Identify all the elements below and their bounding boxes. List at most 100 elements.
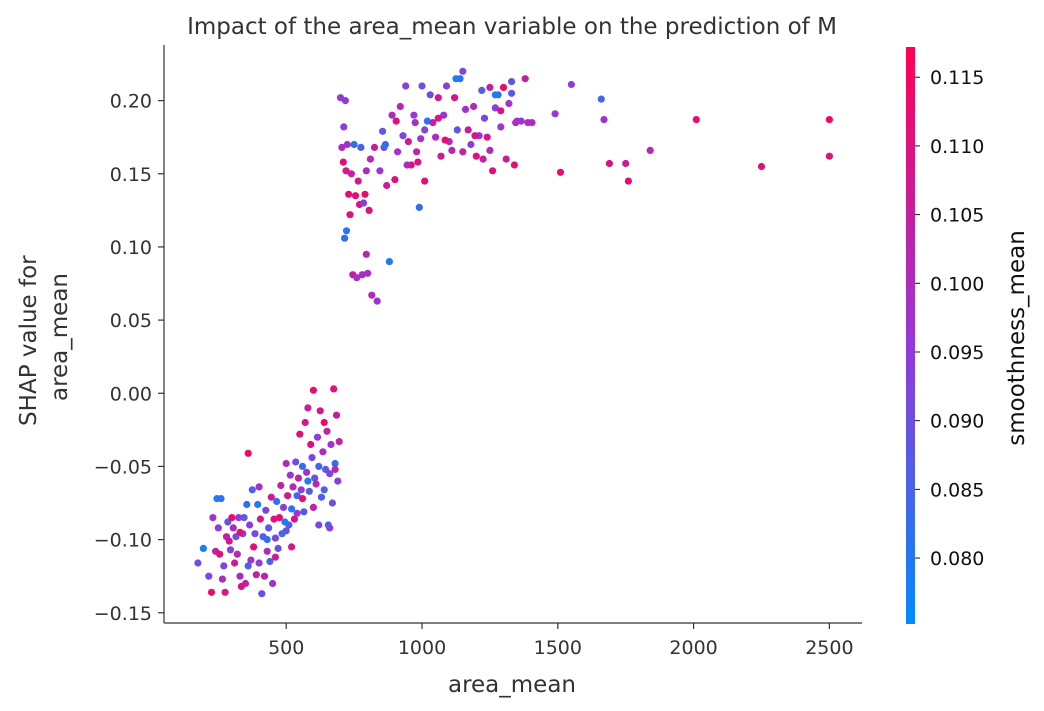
scatter-point <box>301 418 309 427</box>
scatter-point <box>452 75 460 83</box>
scatter-point <box>235 514 243 522</box>
scatter-point <box>426 91 434 99</box>
scatter-point <box>233 550 241 558</box>
colorbar <box>906 47 915 624</box>
scatter-point <box>421 126 429 134</box>
scatter-point <box>470 102 478 111</box>
y-tick-label: 0.05 <box>110 310 152 332</box>
y-axis-label-line-2: area_mean <box>47 273 73 401</box>
colorbar-tick-label: 0.090 <box>930 411 984 433</box>
scatter-point <box>448 146 456 154</box>
scatter-point <box>451 94 459 102</box>
scatter-point <box>622 159 630 168</box>
x-tick-label: 500 <box>268 637 304 659</box>
scatter-point <box>508 78 516 86</box>
scatter-point <box>269 579 277 588</box>
scatter-point <box>320 486 328 494</box>
scatter-point <box>464 126 472 134</box>
scatter-point <box>423 117 431 125</box>
scatter-point <box>216 550 224 558</box>
scatter-point <box>275 514 283 522</box>
colorbar-tick-label: 0.100 <box>930 273 984 295</box>
scatter-point <box>254 500 262 509</box>
scatter-point <box>418 82 426 90</box>
scatter-point <box>491 104 499 112</box>
scatter-point <box>339 158 347 166</box>
scatter-point <box>251 530 259 538</box>
scatter-point <box>345 190 353 198</box>
scatter-point <box>351 192 360 200</box>
scatter-point <box>346 211 354 219</box>
scatter-point <box>305 487 313 495</box>
scatter-point <box>228 514 236 522</box>
scatter-point <box>362 250 370 258</box>
scatter-point <box>366 155 374 163</box>
scatter-point <box>692 116 700 124</box>
scatter-point <box>364 269 372 277</box>
scatter-point <box>244 449 252 457</box>
scatter-point <box>263 536 271 544</box>
colorbar-tick-label: 0.085 <box>930 479 984 501</box>
scatter-point <box>486 83 494 91</box>
scatter-point <box>442 82 451 90</box>
scatter-point <box>528 119 536 127</box>
scatter-point <box>327 440 335 449</box>
scatter-point <box>217 495 225 503</box>
scatter-point <box>370 143 379 151</box>
scatter-point <box>220 562 228 570</box>
scatter-point <box>311 474 319 482</box>
scatter-point <box>486 146 494 154</box>
scatter-point <box>340 123 348 131</box>
scatter-point <box>396 102 404 111</box>
scatter-point <box>288 543 296 551</box>
scatter-point <box>313 433 322 441</box>
scatter-point <box>521 75 529 83</box>
scatter-point <box>556 168 565 176</box>
x-tick-label: 1500 <box>534 637 582 659</box>
scatter-point <box>194 559 202 567</box>
scatter-point <box>244 562 252 570</box>
scatter-point <box>243 500 251 509</box>
scatter-point <box>338 143 346 151</box>
scatter-point <box>290 515 298 523</box>
scatter-point <box>255 559 263 567</box>
scatter-point <box>459 67 467 75</box>
scatter-point <box>358 271 366 279</box>
scatter-point <box>402 82 410 90</box>
scatter-point <box>342 227 351 235</box>
scatter-point <box>434 94 442 102</box>
scatter-point <box>497 107 505 115</box>
scatter-point <box>434 114 442 122</box>
scatter-point <box>362 167 370 175</box>
scatter-point <box>260 572 269 580</box>
y-tick-label: 0.20 <box>110 91 152 113</box>
scatter-point <box>274 544 282 553</box>
scatter-point <box>376 167 384 175</box>
scatter-point <box>267 493 275 501</box>
scatter-point <box>413 148 421 156</box>
scatter-point <box>357 143 365 151</box>
scatter-point <box>825 152 834 160</box>
scatter-point <box>225 537 233 545</box>
scatter-point <box>437 152 445 160</box>
scatter-point <box>624 177 633 185</box>
x-tick-label: 2000 <box>669 637 717 659</box>
scatter-point <box>394 148 402 156</box>
scatter-point <box>388 111 396 119</box>
scatter-point <box>505 99 513 108</box>
scatter-point <box>303 468 311 476</box>
scatter-point <box>471 132 479 140</box>
scatter-point <box>597 95 605 103</box>
scatter-point <box>461 105 470 113</box>
colorbar-tick-label: 0.105 <box>930 205 984 227</box>
y-axis-label-line-1: SHAP value for <box>16 255 42 426</box>
scatter-point <box>297 486 305 494</box>
scatter-point <box>342 167 350 175</box>
scatter-point <box>415 203 423 211</box>
scatter-point <box>551 110 559 118</box>
scatter-point <box>262 506 270 514</box>
scatter-point <box>308 454 316 462</box>
scatter-point <box>334 477 342 485</box>
scatter-point <box>429 119 437 127</box>
